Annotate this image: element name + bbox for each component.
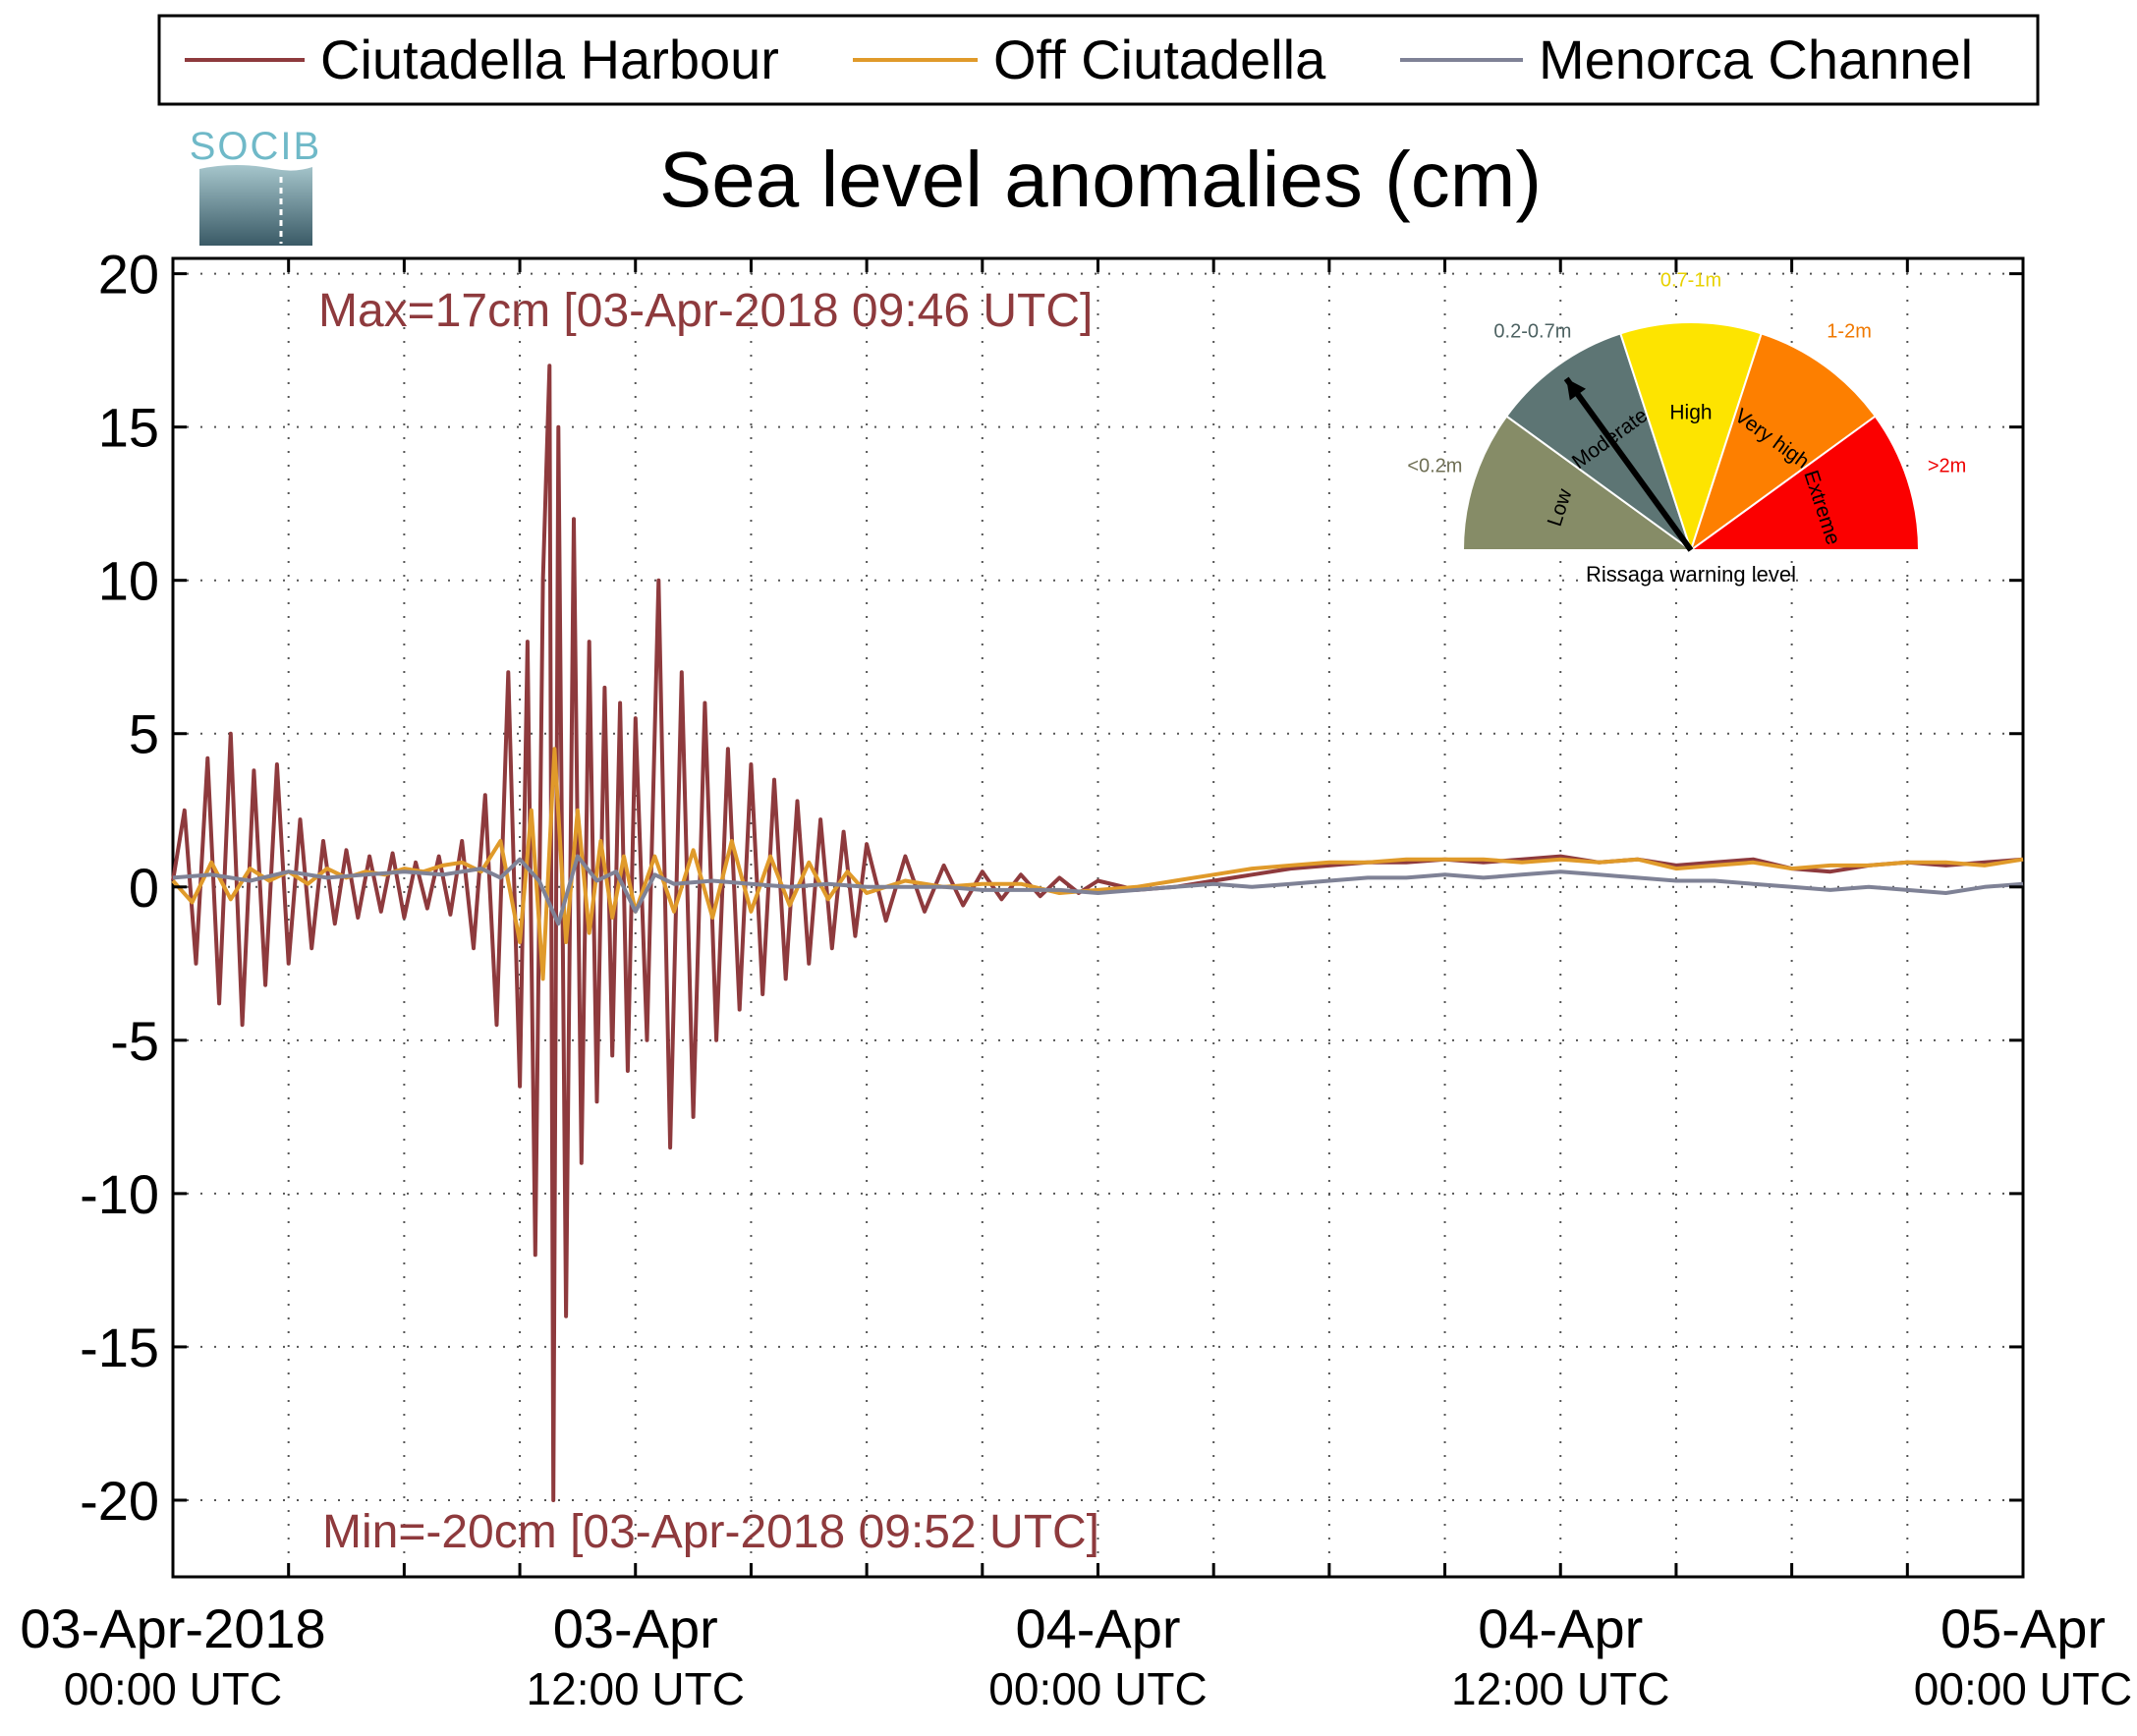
- gauge-sector-very-high: [1689, 332, 1878, 553]
- min-annotation: Min=-20cm [03-Apr-2018 09:52 UTC]: [322, 1506, 1099, 1558]
- y-tick-label: -20: [80, 1470, 159, 1532]
- gauge-sector-extreme: [1687, 415, 1921, 551]
- gauge-range-label: >2m: [1928, 456, 1966, 477]
- socib-logo: SOCIB: [190, 125, 321, 246]
- x-tick-label-time: 12:00 UTC: [1451, 1663, 1669, 1714]
- chart-legend: Ciutadella Harbour Off Ciutadella Menorc…: [157, 14, 2040, 106]
- gauge-caption: Rissaga warning level: [1586, 562, 1796, 587]
- gauge-needle: [1563, 376, 1694, 552]
- gauge-range-label: 1-2m: [1827, 321, 1872, 343]
- x-tick-label-time: 00:00 UTC: [988, 1663, 1207, 1714]
- gauge-sector-high: [1619, 321, 1763, 554]
- x-tick-label-date: 04-Apr: [1015, 1597, 1180, 1659]
- y-tick-label: -15: [80, 1316, 159, 1378]
- y-tick-label: 5: [129, 703, 159, 765]
- x-tick-label-time: 12:00 UTC: [527, 1663, 745, 1714]
- gauge-range-label: 0.7-1m: [1660, 269, 1721, 291]
- series-line-menorca-channel: [172, 854, 2024, 926]
- x-tick-label-date: 04-Apr: [1478, 1597, 1643, 1659]
- y-tick-label: -5: [110, 1010, 159, 1072]
- x-tick-label-time: 00:00 UTC: [64, 1663, 282, 1714]
- gauge-sector-label: High: [1669, 401, 1712, 423]
- y-axis-ticks: 20 15 10 5 0 -5 -10 -15 -20: [80, 244, 2023, 1532]
- x-tick-label-date: 03-Apr-2018: [20, 1597, 325, 1659]
- y-tick-label: 15: [98, 397, 159, 459]
- legend-label-off-ciutadella: Off Ciutadella: [993, 28, 1326, 90]
- y-tick-label: 10: [98, 550, 159, 612]
- x-tick-label-date: 05-Apr: [1940, 1597, 2106, 1659]
- y-tick-label: -10: [80, 1163, 159, 1225]
- legend-label-ciutadella-harbour: Ciutadella Harbour: [320, 28, 779, 90]
- max-annotation: Max=17cm [03-Apr-2018 09:46 UTC]: [318, 285, 1093, 337]
- y-tick-label: 0: [129, 857, 159, 919]
- gauge-sector-low: [1461, 415, 1695, 551]
- gauge-needle-head: [1566, 378, 1586, 401]
- y-tick-label: 20: [98, 244, 159, 306]
- x-tick-label-time: 00:00 UTC: [1914, 1663, 2132, 1714]
- legend-box: [157, 14, 2040, 106]
- gauge-range-label: 0.2-0.7m: [1493, 321, 1571, 343]
- x-tick-label-date: 03-Apr: [553, 1597, 718, 1659]
- gauge-sector-moderate: [1504, 332, 1693, 553]
- legend-label-menorca-channel: Menorca Channel: [1539, 28, 1973, 90]
- series-lines: [171, 364, 2024, 1502]
- chart-title: Sea level anomalies (cm): [659, 136, 1542, 223]
- socib-logo-text: SOCIB: [190, 125, 321, 168]
- gauge-range-label: <0.2m: [1407, 456, 1462, 477]
